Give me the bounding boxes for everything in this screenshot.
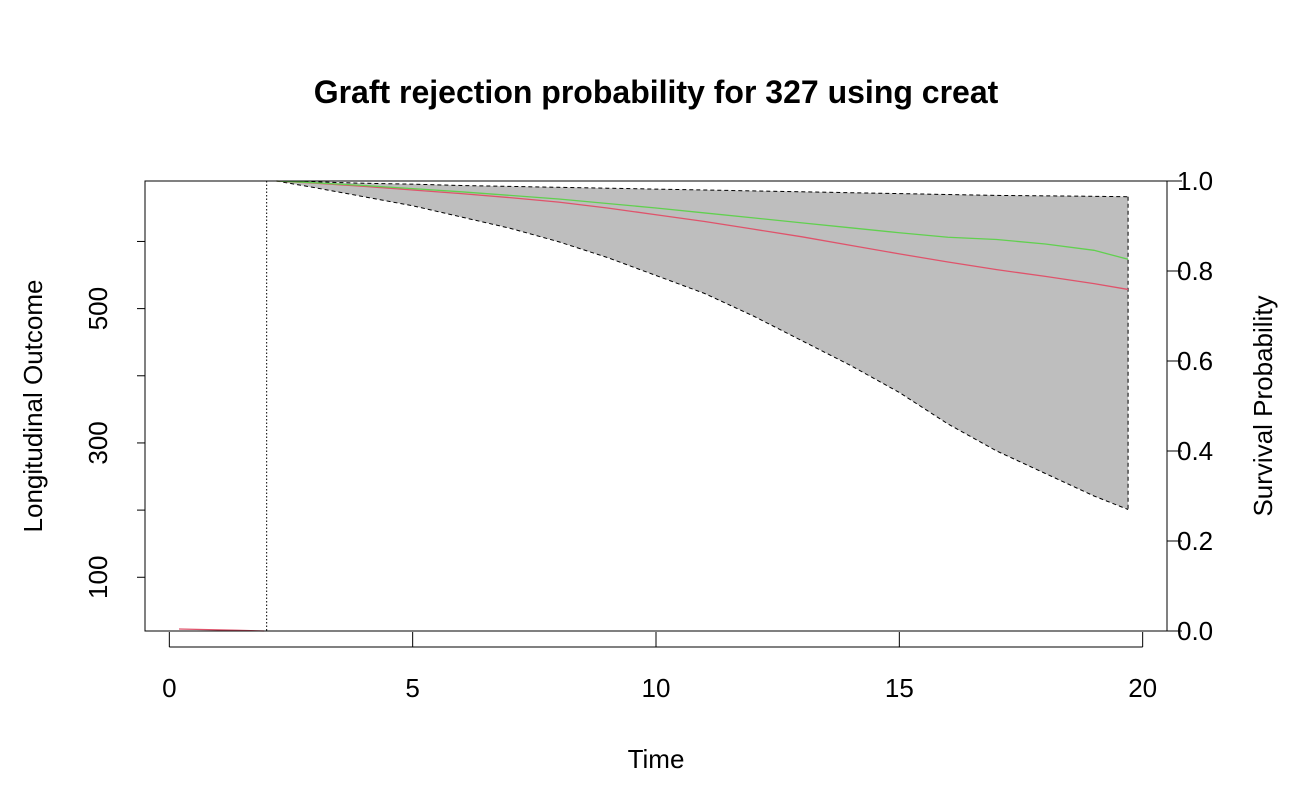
survival-ci-band bbox=[276, 181, 1129, 510]
x-tick-label-0: 0 bbox=[162, 673, 176, 703]
y-right-tick-label-1: 0.2 bbox=[1177, 526, 1213, 556]
x-tick-label-4: 20 bbox=[1128, 673, 1157, 703]
x-axis: 0 5 10 15 20 bbox=[162, 632, 1157, 703]
plot-area bbox=[179, 180, 1129, 632]
plot-frame bbox=[144, 180, 1168, 632]
y-left-tick-label-0: 100 bbox=[83, 556, 113, 599]
survival-ci-lower-line bbox=[276, 180, 1129, 510]
y-left-axis-label: Longitudinal Outcome bbox=[18, 280, 48, 533]
y-right-tick-label-0: 0.0 bbox=[1177, 616, 1213, 646]
y-right-axis: 0.0 0.2 0.4 0.6 0.8 1.0 bbox=[1167, 166, 1213, 646]
chart-title: Graft rejection probability for 327 usin… bbox=[314, 74, 999, 110]
y-left-tick-label-4: 500 bbox=[83, 287, 113, 330]
y-right-tick-label-3: 0.6 bbox=[1177, 346, 1213, 376]
y-right-tick-label-2: 0.4 bbox=[1177, 436, 1213, 466]
y-right-axis-label: Survival Probability bbox=[1248, 295, 1278, 516]
x-tick-label-2: 10 bbox=[642, 673, 671, 703]
y-left-axis: 100 300 500 bbox=[83, 240, 145, 599]
x-tick-label-3: 15 bbox=[885, 673, 914, 703]
survival-series-1-line bbox=[276, 180, 1129, 260]
survival-ci-upper-line bbox=[276, 180, 1129, 198]
survival-series-0-line bbox=[276, 180, 1129, 291]
x-axis-label: Time bbox=[628, 744, 685, 774]
x-tick-label-1: 5 bbox=[405, 673, 419, 703]
y-left-tick-label-2: 300 bbox=[83, 421, 113, 464]
y-right-tick-label-4: 0.8 bbox=[1177, 256, 1213, 286]
y-right-tick-label-5: 1.0 bbox=[1177, 166, 1213, 196]
